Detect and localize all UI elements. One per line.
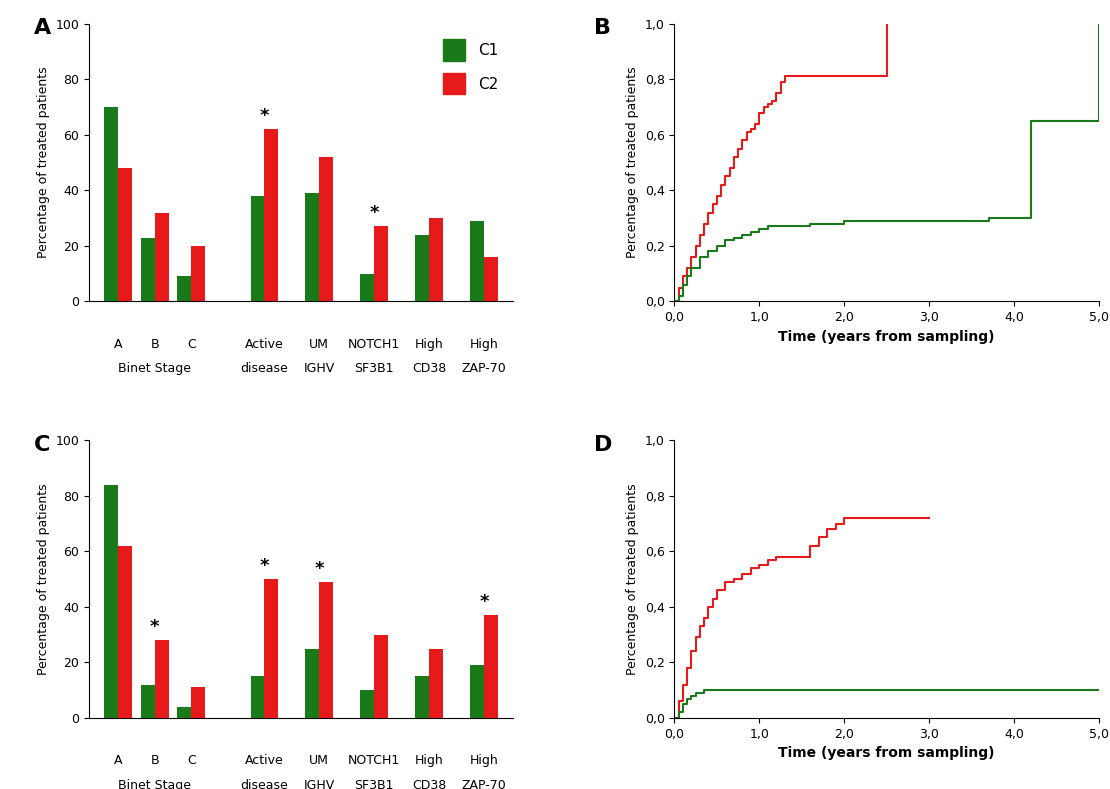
Text: Binet Stage: Binet Stage	[118, 779, 191, 789]
Text: *: *	[150, 618, 160, 636]
Text: ZAP-70: ZAP-70	[462, 779, 506, 789]
Text: *: *	[314, 559, 324, 578]
Text: IGHV: IGHV	[304, 362, 335, 376]
Text: *: *	[260, 557, 269, 575]
Bar	[178, 276, 191, 301]
Text: C: C	[33, 435, 50, 454]
Bar	[361, 274, 374, 301]
Bar	[141, 237, 154, 301]
Bar	[484, 615, 498, 718]
Text: High: High	[415, 754, 443, 767]
Legend: C1, C2: C1, C2	[435, 32, 505, 102]
Text: Binet Stage: Binet Stage	[118, 362, 191, 376]
Bar	[430, 218, 443, 301]
Bar	[264, 579, 279, 718]
Bar	[305, 649, 320, 718]
Text: UM: UM	[310, 338, 330, 350]
Bar	[415, 235, 430, 301]
Text: *: *	[260, 107, 269, 125]
Text: B: B	[150, 338, 159, 350]
Text: A: A	[114, 754, 122, 767]
Text: High: High	[470, 754, 498, 767]
Text: NOTCH1: NOTCH1	[349, 338, 401, 350]
Text: High: High	[470, 338, 498, 350]
Text: SF3B1: SF3B1	[354, 362, 394, 376]
Text: *: *	[370, 204, 379, 222]
Bar	[191, 687, 205, 718]
Text: C: C	[186, 338, 195, 350]
Text: D: D	[594, 435, 613, 454]
Text: CD38: CD38	[412, 362, 446, 376]
Text: Active: Active	[245, 754, 284, 767]
Text: B: B	[150, 754, 159, 767]
Bar	[118, 546, 132, 718]
Y-axis label: Percentage of treated patients: Percentage of treated patients	[626, 67, 639, 258]
Text: A: A	[114, 338, 122, 350]
Text: UM: UM	[310, 754, 330, 767]
Y-axis label: Percentage of treated patients: Percentage of treated patients	[626, 484, 639, 675]
Bar	[361, 690, 374, 718]
Text: A: A	[33, 18, 51, 38]
Bar	[430, 649, 443, 718]
Bar	[305, 193, 320, 301]
Bar	[104, 107, 118, 301]
Bar	[251, 196, 264, 301]
Text: B: B	[594, 18, 610, 38]
Bar	[484, 257, 498, 301]
Bar	[470, 221, 484, 301]
Y-axis label: Percentage of treated patients: Percentage of treated patients	[37, 484, 50, 675]
Text: SF3B1: SF3B1	[354, 779, 394, 789]
Bar	[104, 484, 118, 718]
Bar	[178, 707, 191, 718]
Bar	[320, 582, 333, 718]
Text: ZAP-70: ZAP-70	[462, 362, 506, 376]
Text: CD38: CD38	[412, 779, 446, 789]
Text: C: C	[186, 754, 195, 767]
Text: IGHV: IGHV	[304, 779, 335, 789]
Text: NOTCH1: NOTCH1	[349, 754, 401, 767]
X-axis label: Time (years from sampling): Time (years from sampling)	[778, 746, 995, 761]
X-axis label: Time (years from sampling): Time (years from sampling)	[778, 330, 995, 344]
Text: High: High	[415, 338, 443, 350]
Bar	[141, 685, 154, 718]
Bar	[415, 676, 430, 718]
Bar	[191, 246, 205, 301]
Bar	[251, 676, 264, 718]
Bar	[154, 640, 169, 718]
Text: *: *	[480, 593, 488, 611]
Bar	[118, 168, 132, 301]
Text: Active: Active	[245, 338, 284, 350]
Bar	[320, 157, 333, 301]
Bar	[374, 634, 388, 718]
Bar	[154, 212, 169, 301]
Bar	[470, 665, 484, 718]
Y-axis label: Percentage of treated patients: Percentage of treated patients	[37, 67, 50, 258]
Text: disease: disease	[241, 362, 289, 376]
Bar	[264, 129, 279, 301]
Bar	[374, 226, 388, 301]
Text: disease: disease	[241, 779, 289, 789]
